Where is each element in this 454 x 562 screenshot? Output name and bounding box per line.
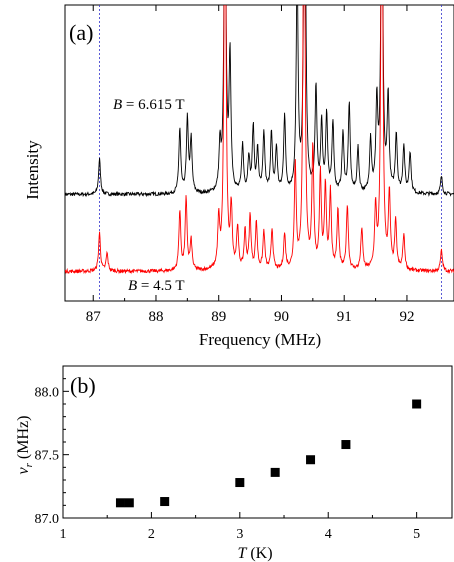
- panel-b-label: (b): [70, 373, 96, 398]
- b-x-tick-label: 3: [236, 527, 243, 542]
- panel-b-plot-frame: [62, 365, 453, 519]
- data-point: [160, 497, 170, 507]
- panel-b-y-axis-label: νr (MHz): [15, 416, 35, 475]
- panel-a-y-axis-label: Intensity: [23, 140, 42, 200]
- panel-b-points: [115, 399, 422, 508]
- b-x-tick-label: 5: [413, 527, 420, 542]
- b-y-tick-label: 88.0: [35, 385, 60, 400]
- data-point: [270, 467, 280, 477]
- panel-b-ticks: 1 2 3 4 5 87.0 87.5 88.0: [35, 365, 420, 542]
- panel-b-x-axis-label: T (K): [237, 545, 272, 562]
- series-label-b6615: B = 6.615 T: [113, 97, 185, 113]
- data-point: [412, 399, 422, 409]
- panel-a-label: (a): [69, 20, 93, 45]
- panel-b: 1 2 3 4 5 87.0 87.5 88.0 (b) νr (MHz) T (K): [15, 365, 453, 562]
- panel-a-reference-lines: [99, 5, 442, 301]
- b-y-tick-label: 87.5: [35, 449, 60, 464]
- x-tick-label: 87: [86, 309, 102, 325]
- b-x-tick-label: 1: [60, 527, 67, 542]
- panel-a-plot-frame: [64, 4, 454, 302]
- b-x-tick-label: 2: [148, 527, 155, 542]
- x-tick-label: 90: [274, 309, 289, 325]
- series-label-b45: B = 4.5 T: [128, 278, 185, 294]
- spectrum-line-0: [65, 5, 454, 198]
- panel-a-x-ticks: 87 88 89 90 91 92: [86, 5, 414, 325]
- x-tick-label: 88: [148, 309, 163, 325]
- panel-a: 87 88 89 90 91 92 (a) B = 6.615 T B = 4.5 T I…: [23, 4, 454, 349]
- b-y-tick-label: 87.0: [35, 512, 60, 527]
- x-tick-label: 91: [337, 309, 352, 325]
- x-tick-label: 92: [399, 309, 414, 325]
- data-point: [235, 478, 245, 488]
- panel-a-x-axis-label: Frequency (MHz): [199, 330, 321, 349]
- b-x-tick-label: 4: [325, 527, 332, 542]
- data-point: [124, 498, 134, 508]
- data-point: [341, 440, 351, 450]
- data-point: [306, 455, 316, 465]
- spectrum-line-1: [65, 5, 454, 275]
- x-tick-label: 89: [211, 309, 226, 325]
- panel-a-spectra: [65, 5, 454, 275]
- data-point: [115, 498, 125, 508]
